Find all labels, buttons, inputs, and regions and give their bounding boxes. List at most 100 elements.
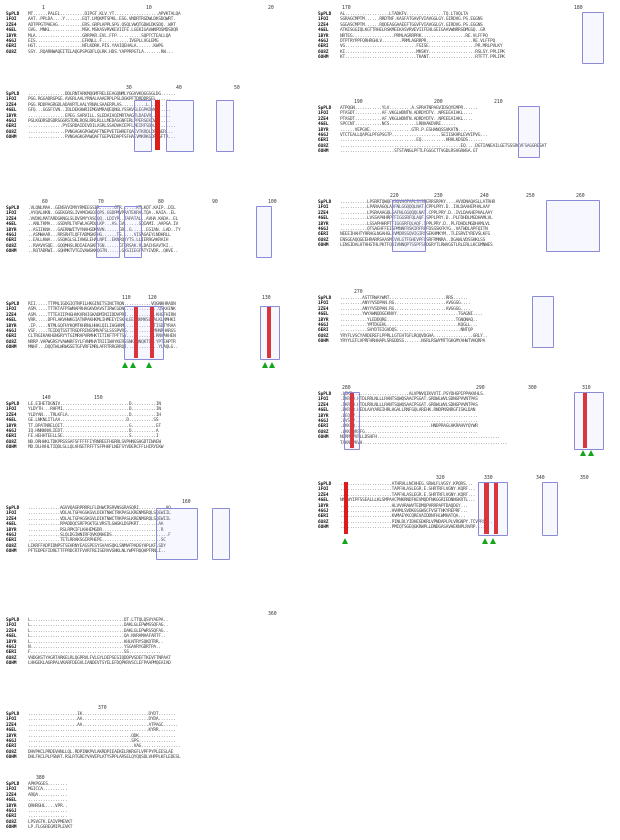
- sequence-row: 4GEL GFQ...GGSFCVN..IDLDEKHWRIEMGVMRAQEQN…: [6, 108, 302, 113]
- sequence-row: 1BYR .....................HLVVVRAWVTEDMQP…: [318, 504, 614, 509]
- position-ruler: 320 330 340 350: [318, 476, 614, 482]
- sequence-residues: NNEWYIPFSSEALLLKLSMPAACPNKRNDFKEVMQDFNKG…: [340, 498, 476, 504]
- sequence-row: 1FOI PTASDT...........AF.VKGLWDNTN.ADRDYD…: [318, 111, 614, 116]
- sequence-residues: DTPTRYPPFQRHRGHLV........PRMLAGRRPR.....…: [340, 38, 495, 44]
- sequence-residues: PGG.RDDPAGRGDLADAVRTLAALYRNALSAAERPLAS..…: [28, 102, 164, 108]
- sequence-name: SpPLD: [318, 200, 332, 205]
- sequence-name: 6ERI: [318, 514, 329, 520]
- ruler-number: 230: [434, 194, 443, 199]
- sequence-residues: ...........LPSRAAAGQLGAFNLGGQQQLNAT.CPPL…: [340, 210, 493, 216]
- sequence-row: 1BYR L...................................…: [6, 640, 302, 645]
- sequence-row: 1FOI SGRAGCMPTM......RRDTNF.KASFATGAVFVIA…: [318, 17, 614, 22]
- sequence-residues: .AYQALHKN..GGEKGRSLIVAMCWGGSQPS.GSDPMVPR…: [28, 211, 176, 217]
- sequence-name: 6OHM: [6, 345, 17, 351]
- ruler-number: 60: [42, 200, 48, 205]
- sequence-residues: ..ANLTKMA...GSDVRLTVFWLAGPDLLKP...AS.GV.…: [28, 222, 179, 228]
- sequence-row: 4GEL GE.LNKNLITLAA.......................…: [6, 418, 302, 423]
- sequence-residues: KI.............................MKSKY....…: [340, 49, 505, 55]
- sequence-name: 1BYR: [318, 413, 329, 419]
- alignment-block-15: 320 330 340 350 SpPLD...................…: [318, 476, 614, 544]
- sequence-residues: ...............PVNGAGKGPGWQAFTNEPVETEWRE…: [28, 129, 174, 135]
- sequence-row: 1FOI ....................AA..............…: [6, 717, 302, 722]
- alignment-block-2: 30 40 50 SpPLD ...............DDLRNTARKMQ…: [6, 86, 302, 152]
- sequence-residues: SGRAGCMPTM......RRDTNF.KASFATGAVFVIAVGGL…: [340, 17, 483, 23]
- alignment-block-9: 380 SpPLD APKPGGES........ 1FOI MGICCA.....…: [6, 776, 302, 831]
- sequence-residues: .VLQNLMAA..GENSVVIMVYRMEEGSIR......GTR..…: [28, 206, 176, 211]
- sequence-name: 1FOI: [318, 301, 329, 307]
- sequence-residues: LENSIDALHTHHGTHLPKTFQDIVNNQPTSSPFSPDGRYT…: [340, 243, 493, 249]
- ruler-number: 380: [36, 776, 45, 781]
- sequence-row: 4GGJ IQ.HNNKNVLIEDT......................…: [6, 429, 302, 434]
- sequence-row: 6ERI ...........SHYDTEIGVDQS.............…: [318, 328, 614, 333]
- sequence-name: 1FOI: [6, 407, 17, 413]
- sequence-name: 4GEL: [6, 222, 17, 228]
- alignment-block-5: 140 150 SpPLD LE.EIHETDGNIV..............…: [6, 396, 302, 451]
- similarity-box: [256, 206, 272, 258]
- sequence-row: 2ZE4 .IKRLD.HTDLRRLNLLLRANTSQWQSAACPSGAT.…: [318, 403, 614, 408]
- sequence-name: 6OHM: [318, 339, 329, 345]
- sequence-row: 6ERI ..EALLKWA...GSQKGLSLIVWGLEHALNPI..EK…: [6, 238, 302, 243]
- sequence-row: 4GGJ....................................…: [6, 739, 302, 744]
- sequence-name: 6ERI: [318, 44, 329, 50]
- conserved-residue: [344, 482, 348, 534]
- sequence-residues: ...........YMTDGEHL.....................…: [340, 322, 478, 328]
- sequence-name: 6ERI: [6, 124, 17, 130]
- sequence-row: 1BYR ...........YLEDDQRE.................…: [318, 318, 614, 323]
- sequence-row: 4GGJ................: [6, 809, 302, 814]
- sequence-residues: PTASDT...........AF.VKGLWDNTN.ADRDYDTV..…: [340, 116, 473, 122]
- alignment-block-11: 190 200 210 SpPLD ATPQGN...........YLV...…: [318, 100, 614, 158]
- sequence-row: SpPLD ...........LPSRRTQWQFVSQVHGFAPLSYSP…: [318, 200, 614, 205]
- sequence-row: 4GEL SPCCNT...........NCS...........LRNVA…: [318, 122, 614, 127]
- sequence-residues: .LEQEV..................................…: [340, 413, 478, 419]
- sequence-name: 4GGJ: [6, 808, 17, 814]
- sequence-name: 4GEL: [318, 408, 329, 414]
- sequence-row: 6U8Z KI.............................MKSKY…: [318, 50, 614, 55]
- sequence-name: 1BYR: [318, 33, 329, 39]
- similarity-box: [392, 200, 426, 252]
- sequence-residues: ...........LSSAPHHRPTFIGGSRFQLAQF.SPPLPR…: [340, 221, 491, 227]
- sequence-residues: ...........LVSSAPHHRPTFIGGSRFQLAQF.SPPLP…: [340, 216, 493, 222]
- sequence-name: SpPLD: [318, 296, 332, 301]
- sequence-residues: ........................................…: [28, 738, 176, 744]
- similarity-box: [582, 12, 604, 64]
- sequence-name: 2ZE4: [6, 628, 17, 634]
- sequence-name: SpPLD: [6, 618, 20, 623]
- sequence-row: 6U8Z LPSVGTK.EAIVPMEVKT: [6, 820, 302, 825]
- sequence-residues: QRHRGHL....VPR..: [28, 803, 68, 809]
- sequence-row: 4GEL ...........LVSSAPHHRPTFIGGSRFQLAQF.S…: [318, 216, 614, 221]
- similarity-box: [216, 100, 234, 152]
- sequence-residues: .....................HLVVVRAWVTEDMQPVRRP…: [340, 503, 468, 509]
- sequence-name: 4GGJ: [318, 38, 329, 44]
- sequence-row: 6OHM PFTEDPEFIDRETTFPRDCRTFVVRTREISERVVGN…: [6, 549, 302, 554]
- sequence-residues: ...........SHYDTEIGVDQS.................…: [340, 328, 473, 334]
- sequence-name: 1FOI: [318, 487, 329, 493]
- catalytic-site-marker: [490, 538, 496, 544]
- sequence-row: TAKNHVKVH...............................…: [318, 441, 614, 446]
- sequence-row: 1FOI YLDYTH...RHFMI......................…: [6, 407, 302, 412]
- conserved-residue: [583, 392, 587, 448]
- sequence-residues: MNHF...DQQTWLWRWGSETGFVRFEMRLAFRTRRGRRQI…: [28, 345, 179, 351]
- sequence-residues: .....................PINLDLYIDHEGDKRLVPN…: [340, 519, 493, 525]
- sequence-name: 6ERI: [6, 814, 17, 820]
- sequence-name: 4GEL: [318, 498, 329, 504]
- sequence-row: 4GGJ ...........QTSAEHFFEIGPMNNFRSKIRFRPF…: [318, 227, 614, 232]
- sequence-row: 1FOI .IKRLD.HTDLRRLNLLLRANTSQWQSAACPSGAT.…: [318, 397, 614, 402]
- sequence-name: 4GEL: [318, 216, 329, 222]
- sequence-name: 6OHM: [318, 243, 329, 249]
- ruler-number: 240: [480, 194, 489, 199]
- sequence-name: 1FOI: [6, 717, 17, 723]
- sequence-residues: VHDGKSTYAGRTARKELRLQGPRVLFVLGYLDEPSESIQD…: [28, 655, 171, 661]
- sequence-name: 2ZE4: [6, 722, 17, 728]
- catalytic-site-marker: [146, 362, 152, 368]
- sequence-row: 1BYR ......VEPGVE.................GTR.P.E…: [318, 128, 614, 133]
- sequence-row: SpPLD L..................................…: [6, 618, 302, 623]
- sequence-row: 6ERI F...................................…: [6, 650, 302, 655]
- sequence-row: 6ERI .....................KVMAEYKCQREVAID…: [318, 514, 614, 519]
- alignment-block-10: 170 180 SpPLD AL..................LTADKFV…: [318, 6, 614, 64]
- sequence-name: 1FOI: [6, 511, 17, 517]
- ruler-number: 80: [158, 200, 164, 205]
- sequence-row: 1FOI AAT..PPLDA....Y.......EQT.LMQKMTSPKL…: [6, 17, 302, 22]
- catalytic-site-marker: [342, 538, 348, 544]
- catalytic-site-marker: [580, 450, 586, 456]
- similarity-box: [156, 508, 198, 560]
